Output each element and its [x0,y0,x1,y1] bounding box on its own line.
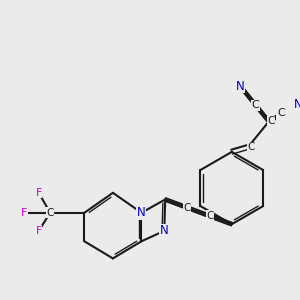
Text: C: C [184,202,191,213]
Text: C: C [252,100,260,110]
Text: N: N [294,98,300,111]
Text: F: F [21,208,28,218]
Text: C: C [268,116,275,127]
Text: C: C [278,108,285,118]
Text: N: N [137,206,146,219]
Text: C: C [206,211,214,221]
Text: F: F [35,226,42,236]
Text: N: N [160,224,169,237]
Text: C: C [46,208,54,218]
Text: N: N [236,80,245,93]
Text: F: F [35,188,42,198]
Text: C: C [247,142,254,152]
